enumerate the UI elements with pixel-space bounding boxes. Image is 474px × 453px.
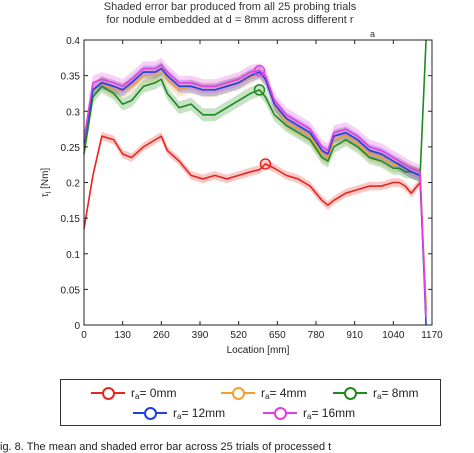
series-lines [83,39,427,326]
legend-swatch [333,386,367,400]
legend-label-sub: a [135,391,140,401]
legend-label-sub: a [377,391,382,401]
error-bands [84,40,427,326]
legend-label-main: r [131,386,135,400]
legend-swatch [133,406,167,420]
y-tick-label: 0 [74,321,80,332]
y-tick-label: 0.1 [66,250,80,261]
x-tick-label: 260 [153,330,170,341]
y-ticks: 0 0.05 0.1 0.15 0.2 0.25 0.3 0.35 0.4 [61,36,432,332]
series-markers [253,64,272,170]
error-band-2 [84,40,427,182]
x-tick-label: 650 [269,330,286,341]
chart-title-line-2: for nodule embedded at d = 8mm across di… [106,14,354,26]
y-tick-label: 0.15 [61,214,81,225]
x-tick-label: 780 [308,330,325,341]
legend-swatch [263,406,297,420]
plot-area: 0 130 260 390 520 650 780 910 1040 1170 00.050.10… [40,36,443,356]
x-tick-label: 130 [114,330,131,341]
legend-label-main: r [173,406,177,420]
y-tick-label: 0.4 [66,36,80,47]
series-line-0 [83,135,427,311]
x-tick-label: 1170 [421,330,443,341]
y-tick-label: 0.05 [61,285,81,296]
y-axis-label: τl [Nm] [40,168,53,198]
legend-label-rest: = 4mm [269,386,307,400]
y-tick-label: 0.25 [61,143,81,154]
x-tick-label: 520 [230,330,247,341]
y-tick-label: 0.35 [61,72,81,83]
series-line-3 [83,67,427,326]
legend-label-main: r [303,406,307,420]
x-tick-label: 390 [192,330,209,341]
x-tick-label: 0 [81,330,87,341]
legend-label-sub: a [177,411,182,421]
x-tick-label: 910 [346,330,363,341]
error-band-0 [84,131,427,316]
legend-label-main: r [373,386,377,400]
series-marker-2 [253,84,266,96]
x-axis-label: Location [mm] [227,345,290,356]
y-axis-label-unit: [Nm] [40,168,51,192]
legend-label-rest: = 8mm [381,386,419,400]
y-tick-label: 0.2 [66,179,80,190]
x-ticks: 0 130 260 390 520 650 780 910 1040 1170 [81,40,443,341]
legend-label-main: r [261,386,265,400]
figure-caption: ig. 8. The mean and shaded error bar acr… [0,441,332,453]
y-axis-label-main: τ [40,193,51,197]
legend-label-rest: = 16mm [311,406,356,420]
series-line-4 [83,64,427,318]
legend-label-sub: a [265,391,270,401]
error-band-3 [84,62,427,326]
legend-swatch [91,386,125,400]
error-band-4 [84,57,427,325]
series-marker-4 [253,64,266,77]
x-tick-label: 1040 [382,330,405,341]
legend-label-rest: = 12mm [181,406,226,420]
legend-swatch [221,386,255,400]
legend-label-sub: a [307,411,312,421]
chart-title-subscript: a [370,29,376,39]
legend-label-rest: = 0mm [139,386,177,400]
error-band-1 [84,61,427,311]
y-axis-label-sub: l [46,191,53,193]
series-marker-0 [259,158,272,170]
chart-title-line-1: Shaded error bar produced from all 25 pr… [103,1,357,13]
y-tick-label: 0.3 [66,107,80,118]
